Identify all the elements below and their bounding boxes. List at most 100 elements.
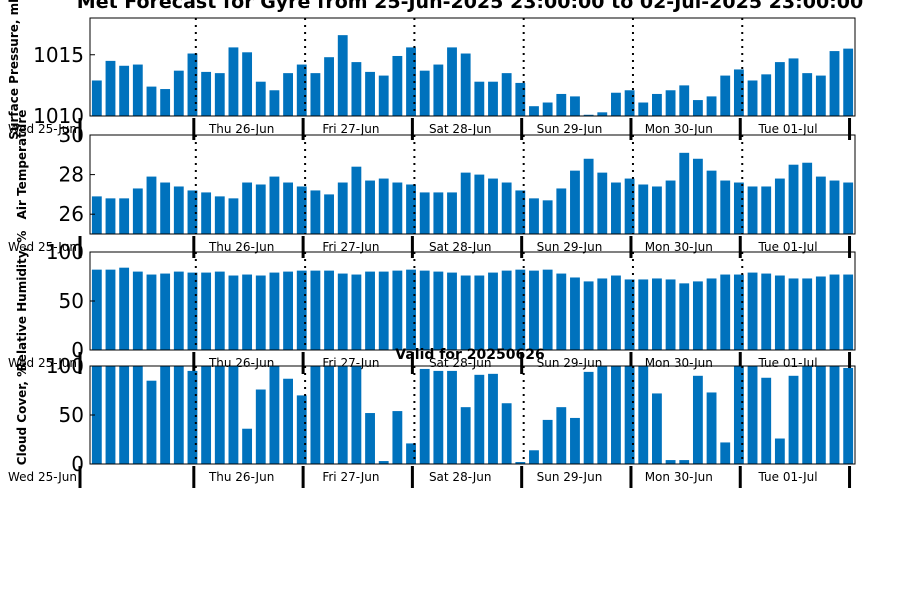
- y-tick-label: 1010: [33, 104, 84, 128]
- x-tick-label: Wed 25-Jun: [8, 122, 77, 136]
- bar: [843, 182, 854, 234]
- y-tick-label: 100: [46, 240, 84, 264]
- bar: [433, 192, 444, 234]
- bar: [160, 273, 171, 350]
- bar: [324, 366, 334, 464]
- x-tick-label: Mon 30-Jun: [645, 122, 713, 136]
- bar: [706, 96, 717, 116]
- bar: [228, 198, 239, 234]
- bar: [187, 190, 198, 234]
- bar: [583, 114, 594, 116]
- bar: [733, 366, 744, 464]
- bar: [542, 419, 553, 464]
- bar: [679, 283, 690, 350]
- bar: [733, 69, 744, 116]
- bar: [214, 73, 225, 117]
- bar: [255, 389, 266, 464]
- y-tick-label: 1015: [33, 43, 84, 67]
- bar: [570, 170, 580, 234]
- x-tick-label: Mon 30-Jun: [645, 356, 713, 370]
- x-tick-label: Sun 29-Jun: [537, 356, 603, 370]
- bar: [611, 275, 621, 350]
- bar: [392, 270, 403, 350]
- bar: [337, 35, 348, 116]
- bar: [310, 73, 321, 117]
- bar: [365, 180, 375, 234]
- bar: [324, 194, 334, 234]
- bar: [214, 271, 225, 350]
- bar: [611, 366, 621, 464]
- bar: [269, 366, 280, 464]
- bar: [406, 47, 416, 116]
- bar: [173, 186, 184, 234]
- bar: [296, 395, 307, 464]
- bar: [843, 274, 854, 350]
- bar: [119, 65, 130, 116]
- axes-frame: [89, 17, 856, 117]
- bar: [747, 186, 758, 234]
- bar: [392, 182, 403, 234]
- bar: [570, 277, 580, 350]
- bar: [460, 275, 471, 350]
- bar: [378, 271, 389, 350]
- bar: [406, 443, 416, 464]
- x-tick-label: Wed 25-Jun: [8, 470, 77, 484]
- bar: [310, 190, 321, 234]
- bar: [460, 172, 471, 234]
- bar: [843, 367, 854, 464]
- bar: [160, 366, 171, 464]
- bar: [351, 166, 362, 234]
- bar: [515, 190, 526, 234]
- bar: [91, 196, 102, 234]
- bar: [597, 172, 608, 234]
- x-tick-label: Tue 01-Jul: [758, 470, 818, 484]
- bar: [747, 272, 758, 350]
- bar: [132, 366, 143, 464]
- bar: [283, 378, 293, 464]
- bar: [774, 438, 785, 464]
- y-axis-label: Air Temperature: [15, 110, 29, 220]
- bar: [747, 80, 758, 116]
- bar: [201, 192, 212, 234]
- bar: [556, 188, 567, 234]
- bar: [652, 393, 662, 464]
- bar: [296, 64, 307, 116]
- bar: [132, 64, 143, 116]
- bar: [652, 278, 662, 350]
- x-tick-label: Sat 28-Jun: [429, 122, 492, 136]
- bar: [296, 186, 307, 234]
- bar: [488, 178, 498, 234]
- bar: [160, 89, 171, 116]
- bar: [187, 370, 198, 464]
- bar: [160, 182, 171, 234]
- x-tick-label: Tue 01-Jul: [758, 122, 818, 136]
- bar: [146, 86, 157, 116]
- bar: [173, 366, 184, 464]
- bar: [692, 158, 703, 234]
- x-tick-label: Mon 30-Jun: [645, 470, 713, 484]
- bar: [815, 176, 826, 234]
- y-tick-label: 28: [59, 163, 84, 187]
- x-tick-label: Sat 28-Jun: [429, 470, 492, 484]
- bar: [788, 278, 799, 350]
- bar: [597, 112, 608, 116]
- bar: [829, 180, 840, 234]
- bar: [269, 272, 280, 350]
- bar: [474, 275, 485, 350]
- bar: [720, 442, 731, 464]
- bar: [556, 407, 567, 464]
- bar: [255, 275, 266, 350]
- bar: [665, 460, 676, 464]
- bar: [351, 62, 362, 116]
- y-axis-label: Surface Pressure, mb: [7, 0, 21, 140]
- bar: [556, 93, 567, 116]
- bar: [774, 62, 785, 116]
- bar: [488, 81, 498, 116]
- bar: [529, 198, 539, 234]
- bar: [611, 92, 621, 116]
- bar: [624, 90, 635, 116]
